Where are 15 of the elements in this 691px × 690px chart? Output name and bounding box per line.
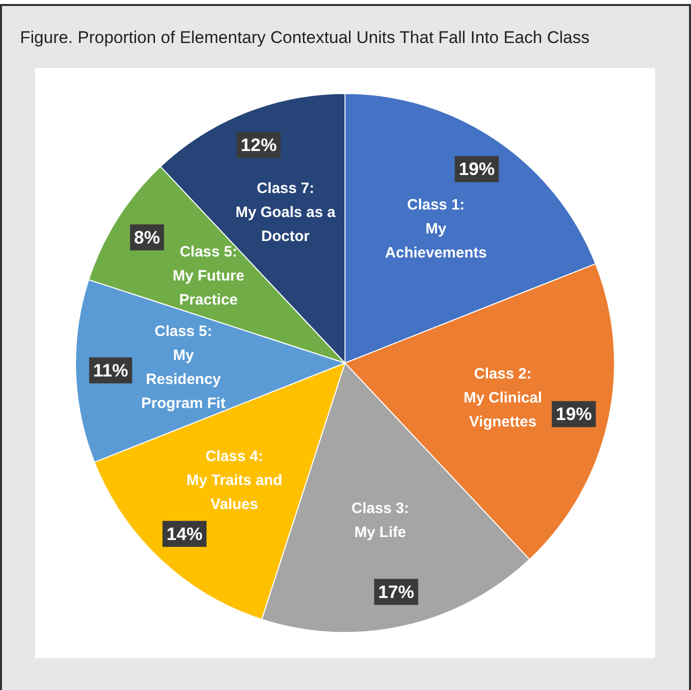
slice-label: Class 2: My Clinical Vignettes (464, 365, 542, 430)
data-label: 11% (93, 360, 128, 380)
slice-label: Class 5: My Future Practice (172, 243, 244, 308)
slice-label: Class 3: My Life (352, 500, 410, 541)
data-label: 19% (458, 159, 495, 180)
slice-label: Class 5: My Residency Program Fit (141, 323, 226, 412)
slice-label: Class 1: My Achievements (385, 196, 487, 262)
slice-label: Class 4: My Traits and Values (186, 448, 282, 514)
data-label: 12% (240, 134, 277, 155)
data-label: 14% (166, 524, 203, 544)
data-label: 8% (134, 227, 160, 248)
chart-title: Figure. Proportion of Elementary Contextual Units That Fall Into Each Class (20, 28, 590, 48)
data-label: 19% (556, 404, 592, 424)
data-label: 17% (378, 582, 414, 602)
slice-label: Class 7: My Goals as a Doctor (235, 180, 336, 245)
